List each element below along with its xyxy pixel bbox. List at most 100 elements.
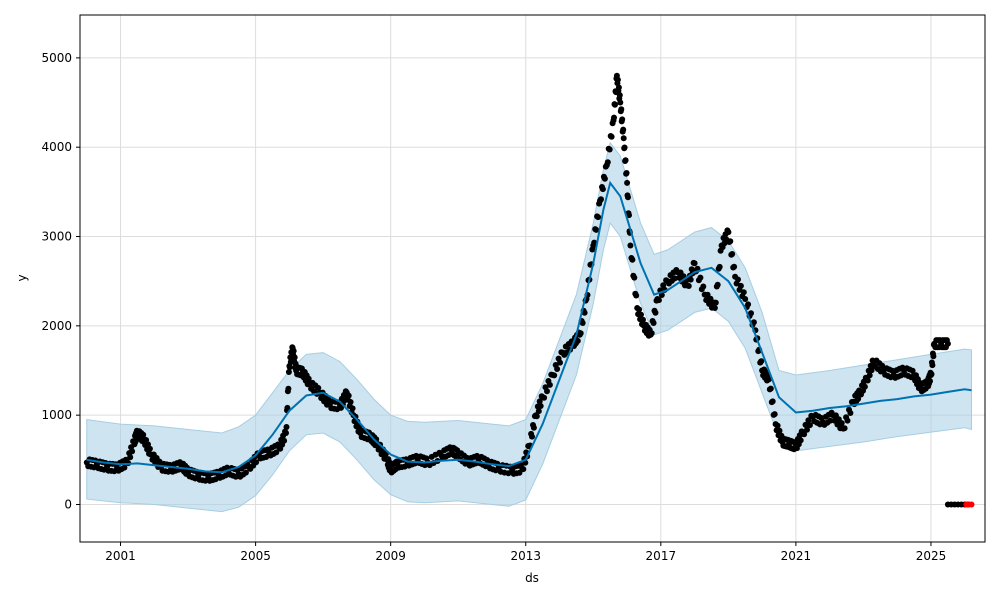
observed-point: [771, 411, 778, 418]
observed-point: [621, 144, 628, 151]
forecast-line: [86, 180, 972, 474]
observed-point: [700, 283, 707, 290]
observed-point: [638, 311, 644, 318]
forecast-line-path: [86, 180, 972, 474]
observed-point: [349, 405, 356, 412]
observed-point: [650, 320, 657, 326]
observed-point: [375, 446, 382, 453]
observed-point: [633, 292, 640, 299]
observed-point: [671, 275, 678, 282]
observed-point: [614, 76, 621, 83]
x-tick-label: 2017: [646, 549, 677, 563]
observed-point: [612, 101, 618, 108]
observed-point: [844, 417, 851, 424]
observed-point: [611, 114, 617, 121]
observed-point: [315, 385, 322, 391]
observed-point: [463, 454, 470, 461]
highlight-points: [963, 501, 975, 508]
observed-point: [554, 366, 561, 372]
observed-point: [618, 106, 625, 113]
x-axis-ticks: 2001 2005 2009 2013 2017 2021 2025: [105, 542, 946, 563]
observed-point: [291, 354, 298, 361]
observed-point: [121, 464, 128, 471]
observed-point: [285, 385, 292, 392]
observed-point: [740, 289, 747, 296]
observed-point: [687, 276, 694, 283]
observed-point: [861, 383, 868, 390]
observed-point: [546, 381, 553, 388]
observed-point: [535, 408, 542, 415]
observed-point: [345, 392, 352, 399]
observed-point: [598, 196, 604, 203]
observed-point: [802, 421, 809, 428]
observed-point: [616, 92, 623, 99]
observed-point: [927, 378, 933, 385]
observed-point: [286, 364, 293, 371]
observed-point: [697, 274, 704, 281]
observed-point: [533, 413, 540, 420]
observed-point: [378, 451, 385, 458]
observed-point: [624, 179, 631, 186]
observed-point: [520, 466, 527, 473]
observed-point: [841, 425, 848, 432]
observed-point: [685, 283, 692, 289]
x-tick-label: 2009: [375, 549, 406, 563]
observed-point: [765, 376, 772, 383]
observed-point: [648, 330, 655, 337]
observed-point: [629, 256, 636, 263]
x-tick-label: 2005: [240, 549, 271, 563]
observed-point: [769, 398, 776, 405]
observed-point: [620, 126, 627, 133]
observed-point: [284, 404, 291, 411]
observed-point: [604, 159, 611, 166]
observed-point: [804, 426, 810, 433]
observed-point: [591, 239, 598, 246]
observed-point: [711, 305, 718, 311]
observed-point: [944, 340, 951, 347]
observed-point: [776, 427, 783, 434]
observed-point: [537, 403, 544, 409]
y-tick-label: 3000: [41, 230, 72, 244]
observed-point: [285, 369, 292, 375]
observed-point: [581, 309, 588, 316]
observed-point: [595, 214, 602, 221]
observed-point: [620, 135, 627, 142]
observed-point: [283, 430, 289, 436]
observed-point: [623, 170, 630, 176]
observed-point: [627, 242, 634, 249]
observed-point: [557, 359, 563, 366]
y-tick-label: 1000: [41, 408, 72, 422]
uncertainty-band-area: [86, 141, 972, 513]
observed-point: [551, 372, 558, 379]
observed-point: [928, 371, 935, 378]
observed-point: [731, 263, 738, 270]
observed-point: [725, 229, 732, 236]
observed-point: [631, 274, 638, 281]
observed-point: [273, 449, 280, 456]
highlight-point: [968, 501, 975, 508]
observed-point: [712, 299, 719, 306]
observed-point: [619, 116, 626, 123]
observed-point: [640, 316, 646, 323]
observed-point: [283, 424, 290, 430]
observed-point: [727, 238, 734, 245]
x-tick-label: 2025: [916, 549, 947, 563]
observed-point: [714, 281, 721, 288]
observed-point: [864, 377, 871, 384]
observed-point: [146, 445, 153, 452]
observed-point: [737, 282, 744, 289]
observed-point: [544, 388, 550, 395]
observed-point: [140, 431, 147, 438]
observed-point: [574, 337, 581, 344]
y-axis-label: y: [15, 274, 29, 281]
observed-point: [735, 276, 741, 283]
x-tick-label: 2001: [105, 549, 136, 563]
observed-point: [838, 420, 845, 427]
observed-point: [347, 399, 354, 405]
observed-point: [866, 372, 873, 379]
observed-point: [652, 309, 659, 316]
observed-point: [691, 260, 698, 267]
observed-point: [617, 99, 624, 106]
observed-point: [622, 157, 629, 164]
observed-point: [253, 459, 260, 466]
